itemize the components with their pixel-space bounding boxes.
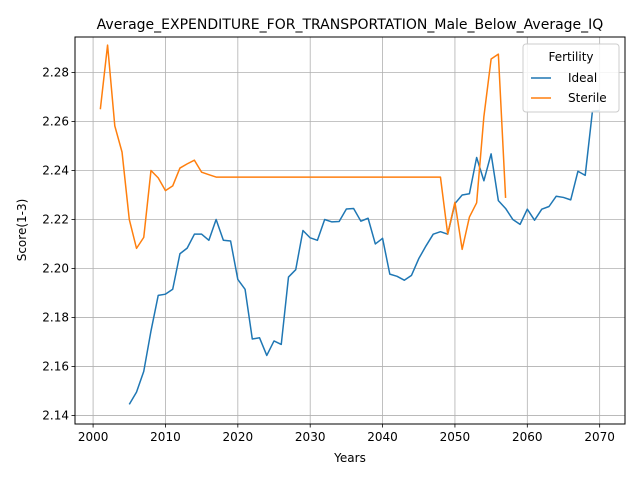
y-tick-label: 2.16 [42, 359, 69, 373]
y-tick-label: 2.22 [42, 212, 69, 226]
x-tick-label: 2050 [440, 430, 471, 444]
legend-label-ideal: Ideal [568, 71, 597, 85]
y-tick-label: 2.26 [42, 115, 69, 129]
legend: Fertility Ideal Sterile [523, 44, 619, 112]
y-tick-label: 2.24 [42, 163, 69, 177]
x-tick-label: 2030 [295, 430, 326, 444]
x-tick-label: 2020 [223, 430, 254, 444]
x-tick-label: 2040 [367, 430, 398, 444]
x-axis-label: Years [333, 451, 366, 465]
x-tick-label: 2070 [584, 430, 615, 444]
x-tick-label: 2010 [150, 430, 181, 444]
legend-label-sterile: Sterile [568, 91, 607, 105]
y-axis-label: Score(1-3) [15, 199, 29, 262]
y-tick-label: 2.20 [42, 261, 69, 275]
y-tick-label: 2.18 [42, 310, 69, 324]
y-tick-label: 2.14 [42, 408, 69, 422]
chart-title: Average_EXPENDITURE_FOR_TRANSPORTATION_M… [97, 17, 604, 33]
x-tick-label: 2000 [78, 430, 109, 444]
legend-title: Fertility [548, 50, 593, 64]
y-tick-label: 2.28 [42, 66, 69, 80]
x-tick-label: 2060 [512, 430, 543, 444]
